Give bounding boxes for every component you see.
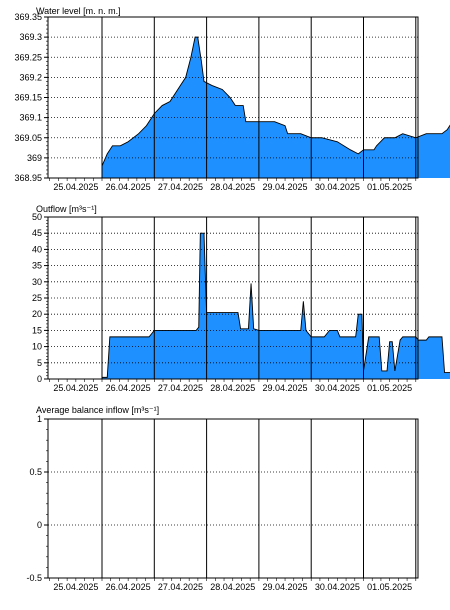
outflow-plot-border [47, 216, 419, 380]
water-level-x-tick-label: 29.04.2025 [263, 182, 308, 192]
outflow-y-tick-label: 0 [37, 374, 42, 384]
water-level-y-tick-label: 369.05 [14, 133, 42, 143]
water-level-x-tick-label: 27.04.2025 [158, 182, 203, 192]
outflow-x-tick-label: 30.04.2025 [315, 383, 360, 393]
outflow-y-tick-label: 15 [32, 325, 42, 335]
outflow-x-tick-label: 28.04.2025 [210, 383, 255, 393]
outflow-x-tick-label: 01.05.2025 [367, 383, 412, 393]
water-level-x-tick-label: 28.04.2025 [210, 182, 255, 192]
average-balance-inflow-y-tick-label: 1 [37, 414, 42, 424]
outflow-series-area [102, 233, 450, 379]
average-balance-inflow-y-tick-label: -0.5 [26, 573, 42, 583]
water-level-y-tick-label: 369.1 [19, 113, 42, 123]
outflow-x-tick-label: 26.04.2025 [106, 383, 151, 393]
water-level-chart: Water level [m. n. m.] 368.95 369 369.05 36… [14, 6, 450, 192]
water-level-x-tick-label: 25.04.2025 [53, 182, 98, 192]
water-level-y-tick-label: 369 [27, 153, 42, 163]
outflow-y-tick-label: 35 [32, 261, 42, 271]
average-balance-inflow-x-tick-label: 27.04.2025 [158, 582, 203, 592]
outflow-y-tick-label: 20 [32, 309, 42, 319]
outflow-y-tick-label: 10 [32, 342, 42, 352]
water-level-y-tick-label: 369.3 [19, 32, 42, 42]
water-level-chart-title: Water level [m. n. m.] [36, 6, 121, 16]
average-balance-inflow-x-tick-label: 28.04.2025 [210, 582, 255, 592]
outflow-y-tick-label: 30 [32, 277, 42, 287]
average-balance-inflow-x-tick-label: 29.04.2025 [263, 582, 308, 592]
outflow-y-tick-label: 40 [32, 244, 42, 254]
water-level-x-tick-label: 30.04.2025 [315, 182, 360, 192]
average-balance-inflow-x-tick-label: 30.04.2025 [315, 582, 360, 592]
water-level-y-tick-label: 369.35 [14, 12, 42, 22]
outflow-x-tick-label: 27.04.2025 [158, 383, 203, 393]
water-level-series-area [102, 37, 450, 178]
outflow-x-tick-label: 29.04.2025 [263, 383, 308, 393]
outflow-x-tick-label: 25.04.2025 [53, 383, 98, 393]
average-balance-inflow-x-tick-label: 01.05.2025 [367, 582, 412, 592]
average-balance-inflow-x-tick-label: 26.04.2025 [106, 582, 151, 592]
outflow-y-tick-label: 25 [32, 293, 42, 303]
average-balance-inflow-chart: Average balance inflow [m³s⁻¹] -0.5 0 0.5 1… [26, 405, 419, 592]
average-balance-inflow-y-tick-label: 0 [37, 520, 42, 530]
outflow-chart-title: Outflow [m³s⁻¹] [36, 204, 97, 214]
water-level-y-tick-label: 369.15 [14, 93, 42, 103]
water-level-x-tick-label: 26.04.2025 [106, 182, 151, 192]
water-level-series-line [101, 36, 450, 167]
water-level-y-tick-label: 368.95 [14, 173, 42, 183]
outflow-y-tick-label: 5 [37, 358, 42, 368]
average-balance-inflow-plot-border [47, 418, 419, 579]
average-balance-inflow-y-tick-label: 0.5 [29, 467, 42, 477]
outflow-y-tick-label: 50 [32, 212, 42, 222]
average-balance-inflow-chart-title: Average balance inflow [m³s⁻¹] [36, 405, 159, 415]
water-level-plot-border [47, 16, 419, 179]
outflow-chart: Outflow [m³s⁻¹] 0 5 10 15 20 25 30 35 40 45 50 25.0… [32, 204, 450, 393]
water-level-x-tick-label: 01.05.2025 [367, 182, 412, 192]
outflow-y-tick-label: 45 [32, 228, 42, 238]
water-level-y-tick-label: 369.25 [14, 52, 42, 62]
average-balance-inflow-x-tick-label: 25.04.2025 [53, 582, 98, 592]
average-balance-inflow-plot-frame [47, 418, 419, 579]
water-level-y-tick-label: 369.2 [19, 72, 42, 82]
